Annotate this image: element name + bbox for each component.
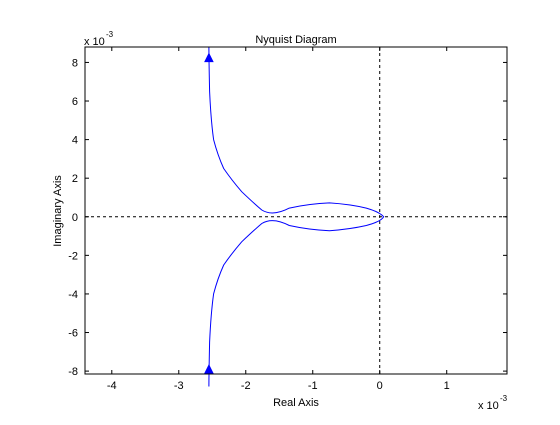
y-scale-label: x 10 bbox=[84, 36, 105, 48]
y-scale-factor: x 10 -3 bbox=[84, 30, 114, 48]
y-tick-label: -8 bbox=[68, 366, 78, 378]
axes-background bbox=[85, 47, 507, 374]
reference-lines bbox=[85, 47, 507, 374]
x-scale-factor: x 10 -3 bbox=[478, 394, 508, 412]
direction-arrow bbox=[204, 364, 214, 374]
ticks: -4 -3 -2 -1 0 1 -8 -6 -4 -2 0 2 4 6 8 bbox=[68, 47, 507, 392]
x-tick-label: 1 bbox=[444, 380, 450, 392]
direction-arrow bbox=[204, 52, 214, 63]
series-layer bbox=[204, 46, 385, 387]
x-tick-label: -2 bbox=[241, 380, 251, 392]
x-tick-label: 0 bbox=[377, 380, 383, 392]
y-tick-label: -4 bbox=[68, 289, 78, 301]
y-tick-label: -6 bbox=[68, 328, 78, 340]
y-axis-label: Imaginary Axis bbox=[52, 175, 64, 247]
y-tick-label: 6 bbox=[72, 96, 78, 108]
x-tick-label: -1 bbox=[308, 380, 318, 392]
y-tick-label: 2 bbox=[72, 173, 78, 185]
x-tick-label: -4 bbox=[107, 380, 117, 392]
y-tick-label: -2 bbox=[68, 250, 78, 262]
axes-box bbox=[84, 46, 508, 375]
chart-title: Nyquist Diagram bbox=[255, 34, 336, 46]
x-axis-label: Real Axis bbox=[273, 397, 319, 409]
y-scale-exponent: -3 bbox=[106, 30, 114, 39]
y-tick-label: 4 bbox=[72, 135, 78, 147]
y-tick-label: 0 bbox=[72, 212, 78, 224]
nyquist-curve bbox=[208, 46, 385, 387]
x-scale-label: x 10 bbox=[478, 400, 499, 412]
x-tick-label: -3 bbox=[174, 380, 184, 392]
y-tick-label: 8 bbox=[72, 57, 78, 69]
x-scale-exponent: -3 bbox=[500, 394, 508, 403]
